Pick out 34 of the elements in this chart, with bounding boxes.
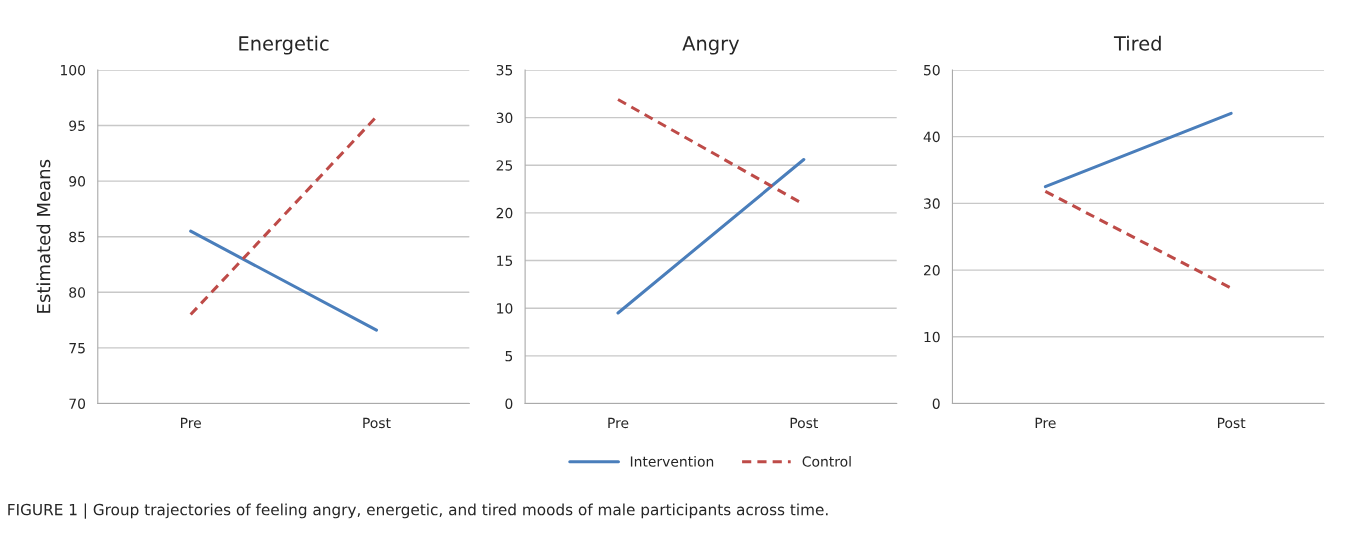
y-tick-label: 10 [924, 331, 940, 343]
y-tick-label: 95 [69, 120, 85, 132]
y-tick-label: 70 [69, 398, 86, 409]
y-tick-label: 5 [505, 351, 513, 362]
y-tick-label: 20 [923, 265, 940, 276]
y-tick-label: 75 [69, 343, 85, 354]
y-tick-label: 0 [932, 398, 940, 409]
x-tick-label: Pre [1035, 417, 1056, 429]
y-tick-label: 35 [496, 64, 513, 76]
y-tick-label: 100 [60, 64, 86, 76]
y-axis-title: Estimated Means [36, 159, 51, 313]
y-tick-label: 50 [924, 64, 940, 76]
y-tick-label: 90 [69, 176, 86, 187]
legend-label: Control [802, 456, 851, 467]
x-tick-label: Pre [181, 417, 201, 429]
chart-title: Angry [682, 36, 740, 55]
caption: FIGURE 1 | Group trajectories of feeling angry, energetic, and tired moods of male participants across time. [8, 503, 828, 519]
x-tick-label: Pre [608, 417, 629, 429]
y-tick-label: 10 [497, 303, 513, 314]
y-tick-label: 30 [924, 198, 940, 209]
chart-title: Energetic [239, 35, 329, 55]
x-tick-label: Post [363, 417, 391, 429]
y-tick-label: 20 [496, 207, 513, 219]
y-tick-label: 80 [69, 287, 86, 298]
y-tick-label: 30 [496, 112, 513, 124]
y-tick-label: 15 [497, 255, 513, 267]
y-tick-label: 85 [69, 231, 85, 243]
chart-title: Tired [1113, 35, 1161, 51]
x-tick-label: Post [790, 417, 819, 429]
legend-label: Intervention [630, 456, 714, 467]
y-tick-label: 25 [496, 160, 513, 171]
y-tick-label: 0 [505, 398, 513, 409]
x-tick-label: Post [1217, 417, 1246, 429]
y-tick-label: 40 [923, 131, 940, 143]
